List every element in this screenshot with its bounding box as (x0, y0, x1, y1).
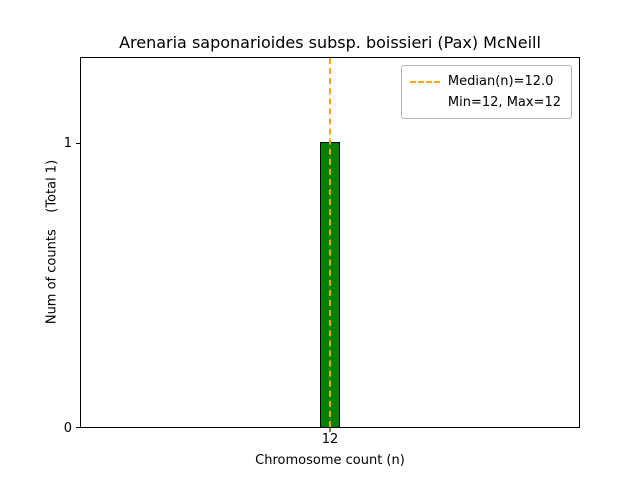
x-tick-mark-12 (329, 428, 331, 432)
x-axis-label: Chromosome count (n) (255, 453, 405, 468)
plot-area: Median(n)=12.0 Min=12, Max=12 (80, 57, 580, 428)
y-tick-label-0: 0 (63, 421, 72, 436)
y-tick-label-1: 1 (63, 136, 72, 151)
y-tick-mark-1 (76, 143, 80, 144)
median-line (329, 58, 331, 427)
y-tick-mark-0 (76, 427, 80, 428)
legend-entry-median: Median(n)=12.0 (409, 71, 561, 92)
legend: Median(n)=12.0 Min=12, Max=12 (400, 65, 572, 119)
legend-label-median: Median(n)=12.0 (447, 73, 554, 89)
x-tick-label-12: 12 (321, 432, 339, 447)
median-dashed-line-icon (409, 80, 440, 83)
y-axis-label: Num of counts (Total 1) (44, 159, 60, 325)
chart-title: Arenaria saponarioides subsp. boissieri … (119, 33, 541, 52)
legend-entry-minmax: Min=12, Max=12 (410, 92, 561, 113)
legend-label-minmax: Min=12, Max=12 (447, 94, 561, 110)
